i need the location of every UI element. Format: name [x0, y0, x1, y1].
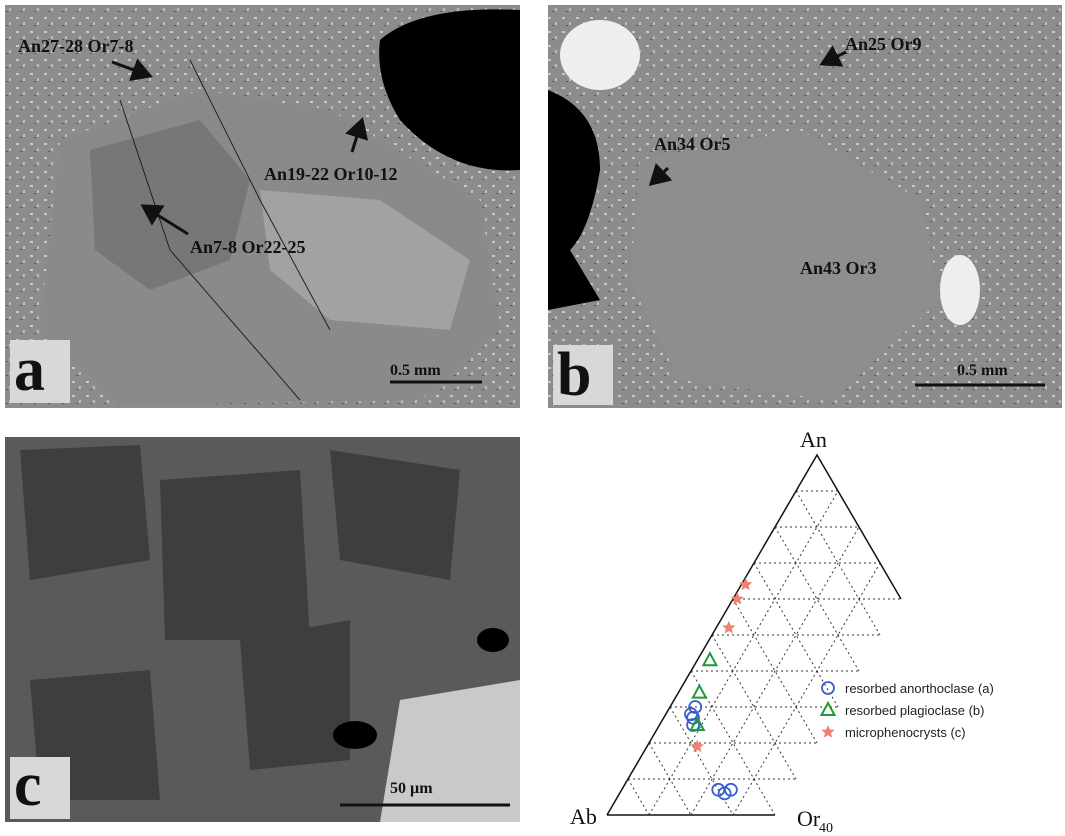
arrow	[345, 117, 369, 153]
letter-box	[10, 757, 70, 819]
grid-line	[648, 742, 692, 816]
data-point	[722, 620, 736, 634]
core	[90, 120, 250, 290]
annotation: An25 Or9	[845, 34, 922, 54]
letter-box	[10, 340, 70, 403]
void	[477, 628, 509, 652]
annotation: An27-28 Or7-8	[18, 36, 134, 56]
data-point	[724, 782, 738, 797]
panel-a: a 0.5 mm An27-28 Or7-8 An19-22 Or10-12 A…	[5, 5, 520, 408]
legend-label: microphenocrysts (c)	[845, 725, 966, 740]
ternary-diagram: An Ab Or 40 resorbed anorthoclase (a) res…	[570, 427, 994, 836]
data-point	[701, 651, 719, 667]
scale-label: 0.5 mm	[957, 362, 1008, 379]
annotation: An19-22 Or10-12	[264, 164, 398, 184]
left-label: Ab	[570, 804, 597, 829]
arrow	[648, 162, 673, 187]
scale-label: 0.5 mm	[390, 362, 441, 379]
grid-line	[732, 562, 881, 816]
scale-label: 50 µm	[390, 780, 433, 797]
legend-marker	[821, 681, 835, 695]
data-point	[730, 592, 744, 605]
patch	[260, 190, 470, 330]
legend-label: resorbed plagioclase (b)	[845, 703, 984, 718]
crack	[119, 59, 331, 401]
data-point	[738, 577, 753, 591]
data-point	[690, 739, 704, 753]
data-point	[689, 715, 706, 731]
legend-marker	[821, 725, 835, 738]
grain	[940, 255, 980, 325]
panel-b: b 0.5 mm An25 Or9 An34 Or5 An43 Or3	[548, 5, 1062, 409]
legend-marker	[819, 700, 837, 716]
crystal	[630, 130, 940, 400]
grain	[560, 20, 640, 90]
arrow	[140, 204, 189, 236]
annotation: An34 Or5	[654, 134, 731, 154]
apex-label: An	[800, 427, 827, 452]
grain	[380, 680, 520, 822]
grid-line	[648, 490, 839, 816]
void	[548, 90, 600, 310]
right-subscript: 40	[819, 821, 833, 836]
data-point	[691, 683, 708, 699]
panel-letter: a	[14, 336, 45, 404]
annotation: An43 Or3	[800, 258, 877, 278]
right-label: Or	[797, 806, 821, 831]
grid-line	[627, 778, 650, 816]
void	[333, 721, 377, 749]
panel-letter: c	[14, 751, 42, 819]
grid-line	[690, 526, 860, 816]
panel-letter: b	[557, 341, 591, 409]
crystal	[20, 445, 460, 800]
void	[379, 9, 520, 171]
annotation: An7-8 Or22-25	[190, 237, 306, 257]
legend-label: resorbed anorthoclase (a)	[845, 681, 994, 696]
arrow	[819, 45, 847, 67]
arrow	[111, 58, 153, 82]
panel-c: c 50 µm	[5, 437, 520, 822]
grid-line	[669, 706, 734, 816]
letter-box	[553, 345, 613, 405]
